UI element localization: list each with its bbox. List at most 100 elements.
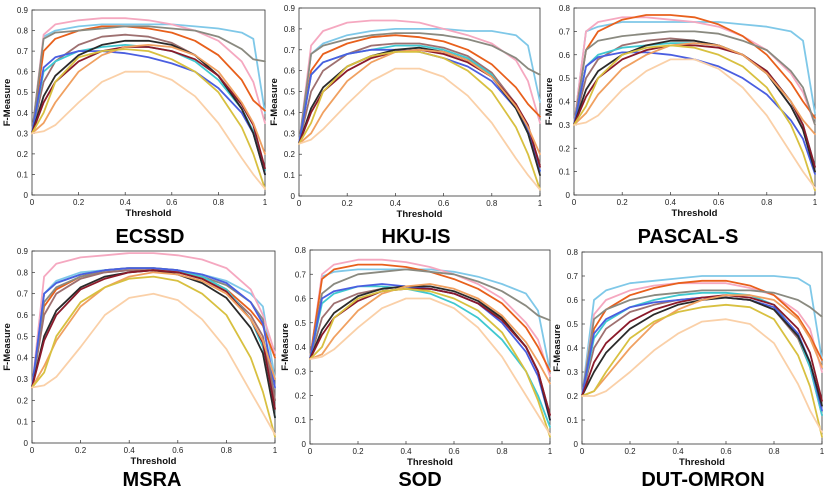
series-line-method-3 <box>298 34 541 145</box>
series-line-method-10 <box>31 44 266 155</box>
series-line-method-2 <box>573 16 816 126</box>
x-tick-label: 0.8 <box>486 199 498 208</box>
series-line-method-11 <box>581 303 823 438</box>
y-tick-label: 0.6 <box>284 67 296 76</box>
y-tick-label: 0.9 <box>17 247 29 256</box>
y-tick-label: 0.4 <box>567 344 579 353</box>
x-tick-label: 0.4 <box>672 447 684 456</box>
series-line-method-3 <box>573 14 816 126</box>
x-tick-label: 0.6 <box>166 198 178 207</box>
x-tick-label: 0.2 <box>624 447 636 456</box>
series-line-method-12 <box>31 70 266 190</box>
x-tick-label: 0.8 <box>496 447 508 456</box>
y-tick-label: 0 <box>291 192 296 201</box>
y-tick-label: 0.4 <box>17 109 29 118</box>
series-line-method-11 <box>31 275 276 438</box>
y-tick-label: 0 <box>566 191 571 200</box>
x-tick-label: 0.4 <box>120 198 132 207</box>
chart-title: HKU-IS <box>382 226 451 248</box>
x-tick-label: 0 <box>572 198 577 207</box>
chart-title: MSRA <box>123 469 182 491</box>
series-line-method-1 <box>309 268 551 373</box>
series-line-method-2 <box>581 282 823 397</box>
y-tick-label: 0.7 <box>17 290 29 299</box>
y-tick-label: 0.5 <box>17 88 29 97</box>
y-tick-label: 0.7 <box>17 47 29 56</box>
series-line-method-10 <box>31 271 276 389</box>
y-tick-label: 0.1 <box>284 171 296 180</box>
y-tick-label: 0.4 <box>559 98 571 107</box>
y-tick-label: 0.2 <box>567 392 579 401</box>
chart-panel: 0 0.1 0.2 0.3 0.4 0.5 0.6 0.7 0.8 0.9 0 0.2 0.4 0.6 0.… <box>2 6 268 248</box>
x-tick-label: 0.4 <box>390 199 402 208</box>
y-tick-label: 0.2 <box>295 392 307 401</box>
y-tick-label: 0 <box>24 439 29 448</box>
y-tick-label: 0.7 <box>284 46 296 55</box>
y-axis-label: F-Measure <box>2 79 13 127</box>
y-tick-label: 0.8 <box>559 4 571 13</box>
chart-panel: 0 0.1 0.2 0.3 0.4 0.5 0.6 0.7 0.8 0 0.2 0.4 0.6 0.8 1 T… <box>280 246 553 491</box>
series-line-method-1 <box>298 28 541 145</box>
chart-panel: 0 0.1 0.2 0.3 0.4 0.5 0.6 0.7 0.8 0 0.2 0.4 0.6 0.8 1 T… <box>552 248 825 491</box>
y-axis-label: F-Measure <box>544 78 555 126</box>
series-line-method-1 <box>31 23 266 135</box>
x-tick-label: 0.6 <box>438 199 450 208</box>
x-tick-label: 0.4 <box>665 198 677 207</box>
y-tick-label: 0.3 <box>559 121 571 130</box>
y-tick-label: 0.1 <box>17 418 29 427</box>
y-tick-label: 0.6 <box>17 68 29 77</box>
series-line-method-10 <box>309 283 551 385</box>
y-tick-label: 0.5 <box>295 319 307 328</box>
series-line-method-10 <box>298 48 541 156</box>
x-tick-label: 0 <box>30 446 35 455</box>
chart-title: DUT-OMRON <box>641 469 764 491</box>
plot-frame <box>31 9 266 196</box>
y-tick-label: 0.8 <box>295 246 307 255</box>
series-line-method-10 <box>581 294 823 397</box>
series-line-method-2 <box>309 258 551 377</box>
x-tick-label: 1 <box>538 199 543 208</box>
series-line-method-4 <box>298 32 541 145</box>
y-tick-label: 0.6 <box>567 296 579 305</box>
y-tick-label: 0.8 <box>17 27 29 36</box>
chart-title: SOD <box>398 469 441 491</box>
x-tick-label: 0 <box>308 447 313 456</box>
x-tick-label: 0 <box>580 447 585 456</box>
series-line-method-4 <box>581 289 823 397</box>
y-tick-label: 0 <box>302 440 307 449</box>
chart-panel: 0 0.1 0.2 0.3 0.4 0.5 0.6 0.7 0.8 0.9 0 0.2 0.4 0.6 0.… <box>2 247 278 491</box>
chart-title: ECSSD <box>116 226 185 248</box>
x-tick-label: 0.6 <box>448 447 460 456</box>
x-tick-label: 1 <box>548 447 553 456</box>
series-line-method-12 <box>31 292 276 436</box>
series-line-method-3 <box>31 25 266 135</box>
series-line-method-8 <box>31 39 266 176</box>
x-tick-label: 0.4 <box>124 446 136 455</box>
series-line-method-7 <box>31 50 266 176</box>
x-tick-label: 0 <box>30 198 35 207</box>
y-tick-label: 0.8 <box>567 248 579 257</box>
x-tick-label: 0.2 <box>342 199 354 208</box>
series-line-method-2 <box>31 252 276 389</box>
x-axis-label: Threshold <box>131 456 177 467</box>
series-line-method-4 <box>573 30 816 126</box>
series-line-method-11 <box>31 48 266 190</box>
chart-panel: 0 0.1 0.2 0.3 0.4 0.5 0.6 0.7 0.8 0 0.2 0.4 0.6 0.8 1 T… <box>544 4 818 248</box>
x-axis-label: Threshold <box>679 457 725 468</box>
x-axis-label: Threshold <box>126 208 172 219</box>
y-tick-label: 0.5 <box>559 74 571 83</box>
y-tick-label: 0.4 <box>17 354 29 363</box>
x-tick-label: 0.8 <box>221 446 233 455</box>
series-line-method-10 <box>573 42 816 136</box>
chart-title: PASCAL-S <box>638 226 739 248</box>
series-line-method-12 <box>573 58 816 189</box>
x-tick-label: 0.2 <box>617 198 629 207</box>
y-tick-label: 0.5 <box>17 332 29 341</box>
y-tick-label: 0.4 <box>284 108 296 117</box>
x-tick-label: 0.2 <box>73 198 85 207</box>
y-tick-label: 0.8 <box>17 268 29 277</box>
series-line-method-8 <box>573 39 816 173</box>
y-axis-label: F-Measure <box>2 323 13 371</box>
x-tick-label: 0.8 <box>768 447 780 456</box>
series-line-method-4 <box>31 25 266 135</box>
